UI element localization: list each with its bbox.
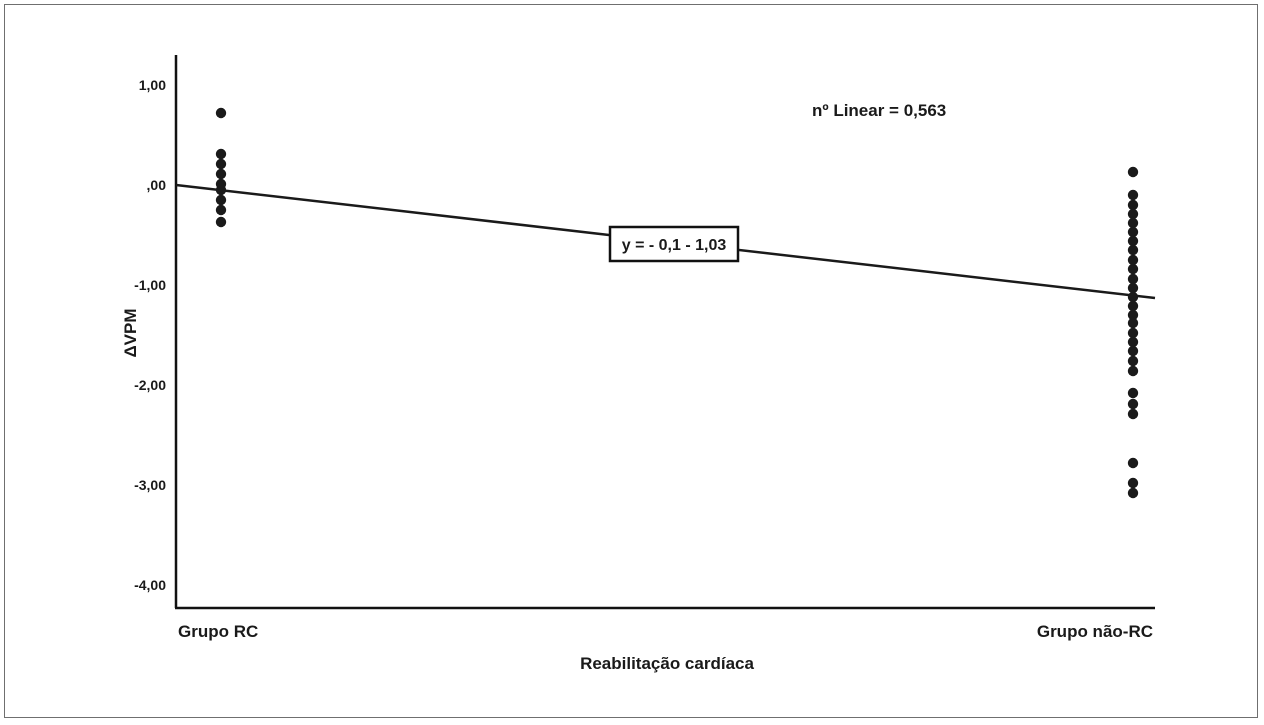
- data-point: [1127, 199, 1139, 211]
- data-point: [215, 158, 227, 170]
- y-tick-labels: 1,00 ,00 -1,00 -2,00 -3,00 -4,00: [134, 77, 166, 593]
- y-tick-label: -1,00: [134, 277, 166, 293]
- data-point: [215, 168, 227, 180]
- y-axis-title: ΔVPM: [121, 308, 140, 357]
- data-point: [1127, 273, 1139, 285]
- data-point: [1127, 217, 1139, 229]
- data-point: [1127, 226, 1139, 238]
- data-point: [1127, 365, 1139, 377]
- data-point: [1127, 309, 1139, 321]
- data-point: [1127, 282, 1139, 294]
- data-point: [1127, 291, 1139, 303]
- y-tick-label: -2,00: [134, 377, 166, 393]
- equation-annotation: y = - 0,1 - 1,03: [608, 225, 740, 263]
- data-point: [1127, 235, 1139, 247]
- y-tick-label: 1,00: [139, 77, 166, 93]
- data-point: [1127, 244, 1139, 256]
- data-point: [215, 107, 227, 119]
- data-points: [215, 107, 1139, 499]
- data-point: [215, 184, 227, 196]
- data-point: [1127, 263, 1139, 275]
- data-point: [1127, 254, 1139, 266]
- data-point: [1127, 477, 1139, 489]
- x-category-label-nao-rc: Grupo não-RC: [1037, 622, 1153, 641]
- data-point: [1127, 317, 1139, 329]
- y-tick-label: ,00: [147, 177, 167, 193]
- data-point: [1127, 327, 1139, 339]
- data-point: [1127, 300, 1139, 312]
- data-point: [215, 194, 227, 206]
- data-point: [1127, 345, 1139, 357]
- data-point: [1127, 487, 1139, 499]
- data-point: [1127, 355, 1139, 367]
- data-point: [1127, 387, 1139, 399]
- x-axis-title: Reabilitação cardíaca: [580, 654, 754, 673]
- data-point: [1127, 398, 1139, 410]
- data-point: [1127, 457, 1139, 469]
- equation-box: [608, 225, 740, 263]
- data-point: [1127, 208, 1139, 220]
- data-point: [215, 204, 227, 216]
- data-point: [1127, 189, 1139, 201]
- equation-text: y = - 0,1 - 1,03: [622, 237, 727, 254]
- data-point: [1127, 336, 1139, 348]
- y-tick-label: -4,00: [134, 577, 166, 593]
- data-point: [215, 216, 227, 228]
- r-squared-annotation: nº Linear = 0,563: [812, 101, 946, 120]
- data-point: [215, 148, 227, 160]
- figure-frame: [4, 4, 1258, 718]
- data-point: [1127, 166, 1139, 178]
- x-category-label-rc: Grupo RC: [178, 622, 258, 641]
- y-tick-label: -3,00: [134, 477, 166, 493]
- data-point: [1127, 408, 1139, 420]
